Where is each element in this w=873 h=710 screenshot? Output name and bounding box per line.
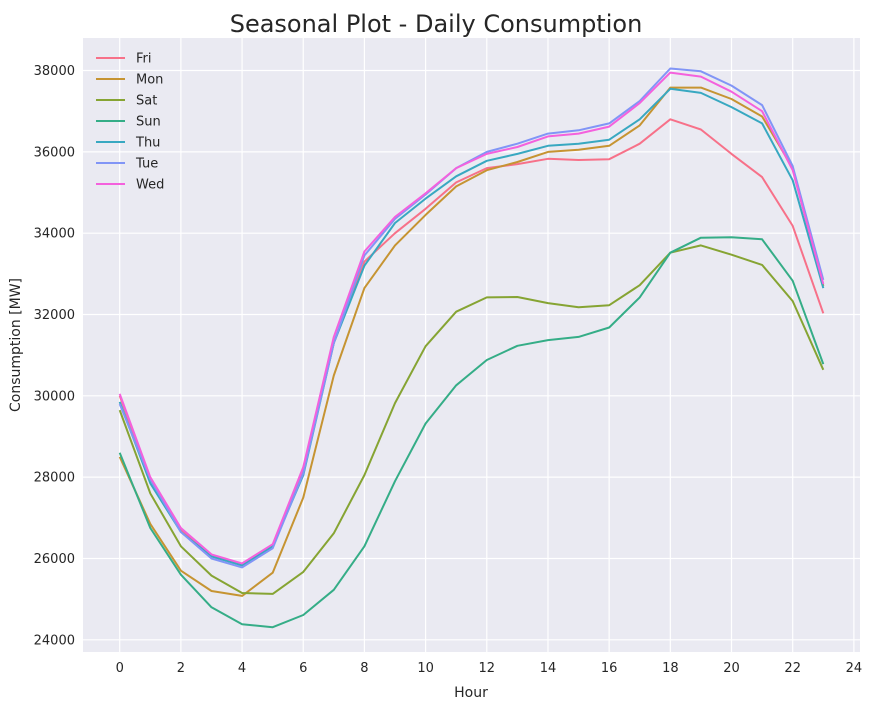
plot-area (83, 38, 860, 652)
x-axis-label: Hour (454, 685, 488, 701)
x-tick-label: 18 (662, 661, 679, 676)
legend-label: Sun (136, 115, 161, 130)
series-lines (118, 67, 825, 629)
y-tick-label: 28000 (34, 471, 75, 486)
y-axis-label: Consumption [MW] (8, 278, 24, 412)
x-tick-label: 4 (238, 661, 246, 676)
x-tick-label: 0 (116, 661, 124, 676)
x-tick-label: 14 (540, 661, 557, 676)
legend: Fri Mon Sat Sun Thu Tue Wed (96, 52, 164, 193)
legend-label: Thu (135, 136, 160, 151)
y-tick-label: 26000 (34, 552, 75, 567)
y-tick-label: 32000 (34, 308, 75, 323)
series-line-sun (118, 236, 825, 629)
x-tick-label: 8 (360, 661, 368, 676)
series-line-sat (118, 244, 825, 595)
chart-title: Seasonal Plot - Daily Consumption (230, 10, 643, 38)
x-axis: 0 2 4 6 8 10 12 14 16 18 20 22 24 (116, 661, 863, 676)
legend-label: Wed (136, 178, 164, 193)
legend-label: Sat (136, 94, 157, 109)
y-axis: 24000 26000 28000 30000 32000 34000 36000 38000 (34, 64, 75, 648)
x-tick-label: 24 (846, 661, 863, 676)
x-tick-label: 20 (723, 661, 740, 676)
x-tick-label: 6 (299, 661, 307, 676)
x-tick-label: 2 (177, 661, 185, 676)
legend-label: Tue (135, 157, 158, 172)
y-tick-label: 38000 (34, 64, 75, 79)
y-tick-label: 36000 (34, 145, 75, 160)
y-tick-label: 30000 (34, 389, 75, 404)
x-tick-label: 16 (601, 661, 618, 676)
x-tick-label: 22 (784, 661, 801, 676)
x-tick-label: 10 (417, 661, 434, 676)
grid (83, 38, 860, 652)
series-line-mon (118, 86, 825, 597)
legend-label: Fri (136, 52, 152, 67)
series-line-thu (118, 87, 825, 567)
y-tick-label: 24000 (34, 633, 75, 648)
x-tick-label: 12 (479, 661, 496, 676)
series-line-wed (118, 71, 825, 565)
y-tick-label: 34000 (34, 227, 75, 242)
legend-label: Mon (136, 73, 163, 88)
